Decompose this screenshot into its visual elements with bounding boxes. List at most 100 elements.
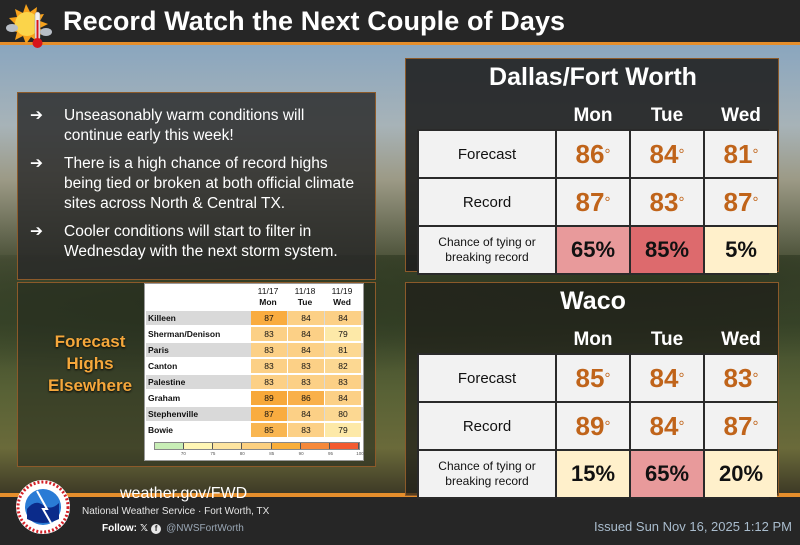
issued-timestamp: Issued Sun Nov 16, 2025 1:12 PM [593, 519, 792, 534]
forecast-temp: 81 ° [705, 131, 777, 177]
site-title: Waco [560, 287, 626, 315]
legend-tick: 80 [239, 451, 245, 456]
forecast-temp: 86 ° [557, 131, 629, 177]
temp-cell: 83 [251, 359, 287, 373]
x-icon[interactable]: 𝕏 [140, 523, 149, 534]
legend-tick: 75 [210, 451, 216, 456]
temp-cell: 84 [288, 311, 324, 325]
row-label-forecast: Forecast [419, 131, 555, 177]
chance-cell: 65% [557, 227, 629, 273]
table-row: Graham 89 86 84 [146, 391, 363, 405]
temp-cell: 79 [325, 423, 361, 437]
temp-cell: 83 [251, 343, 287, 357]
info-panel: ➔ Unseasonably warm conditions will cont… [17, 92, 376, 280]
temp-cell: 84 [288, 343, 324, 357]
degree-symbol: ° [752, 369, 759, 387]
record-grid: Forecast 86 ° 84 ° 81 ° Record 87 ° 83 ° 87 ° Chance o… [417, 129, 777, 275]
chance-cell: 65% [631, 451, 703, 497]
temp-cell: 80 [325, 407, 361, 421]
legend-tick: 85 [269, 451, 275, 456]
table-row: Palestine 83 83 83 [146, 375, 363, 389]
temp-value: 87 [723, 186, 753, 217]
follow-row: Follow: 𝕏 f @NWSFortWorth [102, 523, 244, 534]
day-header: Tue [650, 329, 684, 350]
label-line: Forecast [54, 332, 126, 351]
city-name: Stephenville [148, 409, 199, 419]
temp-cell: 84 [325, 311, 361, 325]
temp-cell: 89 [251, 391, 287, 405]
row-label-chance: Chance of tying or breaking record [419, 227, 555, 273]
table-row: Killeen 87 84 84 [146, 311, 363, 325]
degree-symbol: ° [678, 193, 685, 211]
record-temp: 87 ° [705, 403, 777, 449]
temp-value: 83 [649, 186, 679, 217]
bullet-text: Cooler conditions will start to filter i… [64, 223, 338, 260]
site-title: Dallas/Fort Worth [489, 63, 697, 91]
page-title: Record Watch the Next Couple of Days [63, 6, 566, 36]
city-name: Paris [148, 345, 169, 355]
city-name: Sherman/Denison [148, 329, 221, 339]
bullet-item: ➔ Unseasonably warm conditions will cont… [30, 106, 364, 146]
temp-value: 83 [723, 362, 753, 393]
row-label-chance: Chance of tying or breaking record [419, 451, 555, 497]
row-label-record: Record [419, 403, 555, 449]
sun-thermometer-icon [6, 4, 52, 48]
temp-cell: 81 [325, 343, 361, 357]
record-temp: 89 ° [557, 403, 629, 449]
column-date: 11/19 [331, 286, 353, 296]
arrow-icon: ➔ [30, 223, 43, 240]
legend-swatch [242, 443, 272, 449]
table-row: Sherman/Denison 83 84 79 [146, 327, 363, 341]
day-header: Mon [573, 329, 613, 350]
header-bar: Record Watch the Next Couple of Days [0, 0, 800, 48]
facebook-icon[interactable]: f [151, 523, 162, 534]
record-temp: 87 ° [705, 179, 777, 225]
temp-cell: 83 [288, 375, 324, 389]
temp-value: 87 [575, 186, 605, 217]
column-day: Mon [259, 297, 277, 307]
color-scale-legend [154, 442, 360, 450]
temp-value: 85 [575, 362, 605, 393]
degree-symbol: ° [678, 417, 685, 435]
temp-cell: 83 [251, 327, 287, 341]
table-row: Paris 83 84 81 [146, 343, 363, 357]
forecast-temp: 85 ° [557, 355, 629, 401]
follow-label: Follow: [102, 523, 137, 534]
legend-tick-labels: 70 75 80 85 90 95 100 [154, 451, 364, 459]
temp-value: 89 [575, 410, 605, 441]
temp-value: 81 [723, 138, 753, 169]
website-link[interactable]: weather.gov/FWD [120, 485, 248, 502]
footer-bar [0, 500, 800, 545]
row-label-record: Record [419, 179, 555, 225]
city-name: Graham [148, 393, 181, 403]
temp-cell: 87 [251, 407, 287, 421]
temp-cell: 83 [288, 423, 324, 437]
chance-cell: 5% [705, 227, 777, 273]
record-temp: 87 ° [557, 179, 629, 225]
label-line: Elsewhere [47, 376, 133, 395]
degree-symbol: ° [752, 145, 759, 163]
temp-cell: 85 [251, 423, 287, 437]
day-header: Mon [573, 105, 613, 126]
legend-swatch [300, 443, 330, 449]
city-name: Canton [148, 361, 178, 371]
degree-symbol: ° [604, 145, 611, 163]
legend-tick: 70 [180, 451, 186, 456]
record-grid: Forecast 85 ° 84 ° 83 ° Record 89 ° 84 ° 87 ° Chance o… [417, 353, 777, 499]
legend-swatch [184, 443, 214, 449]
forecast-temp: 84 ° [631, 131, 703, 177]
degree-symbol: ° [678, 145, 685, 163]
degree-symbol: ° [604, 193, 611, 211]
temp-cell: 82 [325, 359, 361, 373]
degree-symbol: ° [752, 193, 759, 211]
nws-logo-icon [16, 480, 70, 534]
legend-swatch [271, 443, 301, 449]
social-handle[interactable]: @NWSFortWorth [166, 523, 244, 534]
chance-cell: 85% [631, 227, 703, 273]
chance-cell: 20% [705, 451, 777, 497]
temp-cell: 83 [251, 375, 287, 389]
day-header: Tue [650, 105, 684, 126]
column-date: 11/17 [257, 286, 279, 296]
legend-tick: 100 [356, 451, 364, 456]
